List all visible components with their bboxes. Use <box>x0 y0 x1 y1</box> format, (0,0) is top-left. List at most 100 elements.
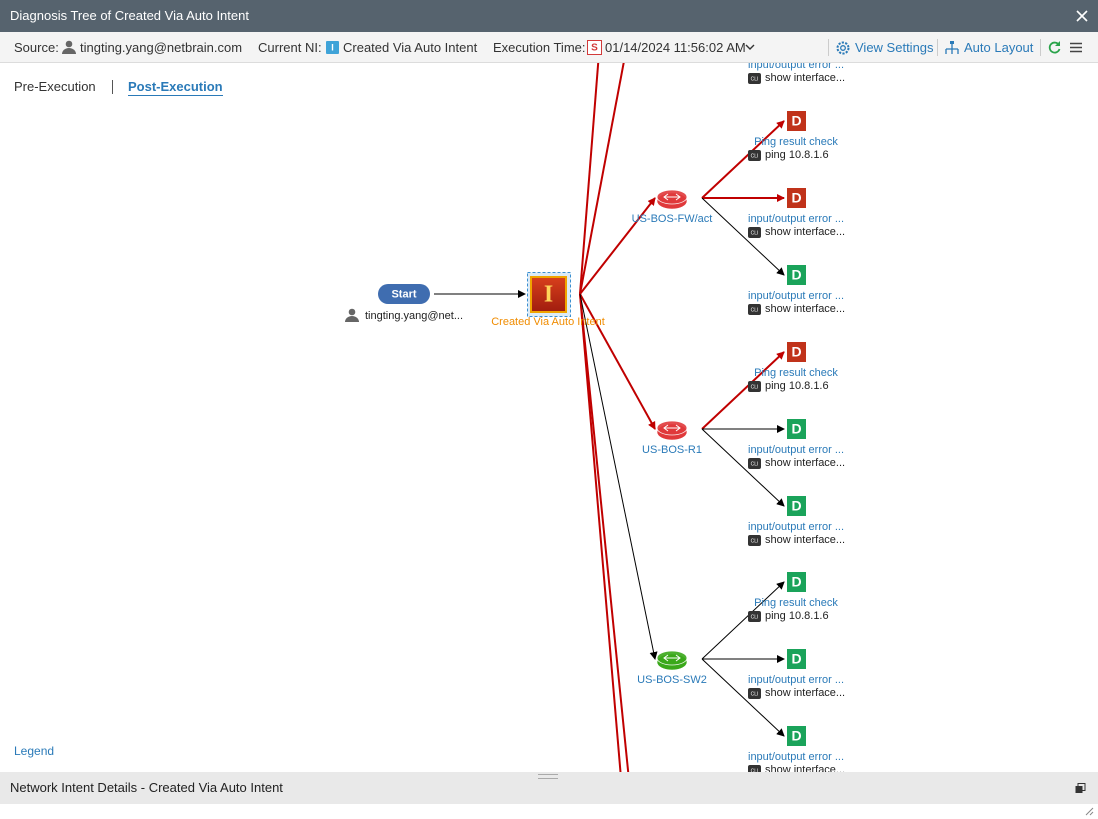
cli-badge-text: CLI <box>751 461 759 467</box>
cli-badge <box>748 535 761 546</box>
details-panel-bar: Network Intent Details - Created Via Aut… <box>0 772 1098 804</box>
cli-badge <box>748 381 761 392</box>
edge <box>579 63 600 295</box>
cli-badge <box>748 458 761 469</box>
leaf-label[interactable]: input/output error ... <box>748 290 844 302</box>
user-icon <box>62 40 76 54</box>
user-icon <box>345 316 359 322</box>
source-user: tingting.yang@netbrain.com <box>80 40 243 55</box>
window-resize[interactable] <box>1084 806 1094 816</box>
edge <box>701 658 785 737</box>
leaf-command: show interface... <box>765 764 845 772</box>
leaf-label[interactable]: input/output error ... <box>748 444 844 456</box>
cli-badge-text: CLI <box>751 538 759 544</box>
leaf-command: show interface... <box>765 226 845 238</box>
edge <box>701 428 785 507</box>
diagnosis-node[interactable] <box>787 342 806 362</box>
diagnosis-icon-letter: D <box>791 498 801 514</box>
legend-link[interactable]: Legend <box>14 744 55 758</box>
diagnosis-icon-letter: D <box>791 190 801 206</box>
details-title: Network Intent Details - Created Via Aut… <box>10 780 283 795</box>
layout-icon[interactable] <box>944 40 960 56</box>
edge <box>579 293 658 660</box>
diagnosis-icon-letter: D <box>791 574 801 590</box>
cli-badge-text: CLI <box>751 614 759 620</box>
leaf-command: show interface... <box>765 534 845 546</box>
device-arrows <box>663 424 681 432</box>
time-icon: S <box>587 40 602 55</box>
cli-badge-text: CLI <box>751 307 759 313</box>
cli-badge <box>748 304 761 315</box>
cli-badge <box>748 688 761 699</box>
leaf-label[interactable]: input/output error ... <box>748 751 844 763</box>
ni-name[interactable]: Created Via Auto Intent <box>343 40 478 55</box>
leaf-label[interactable]: Ping result check <box>754 367 838 379</box>
start-user: tingting.yang@net... <box>365 310 463 322</box>
cli-badge <box>748 73 761 84</box>
leaf-command: ping 10.8.1.6 <box>765 149 829 161</box>
intent-icon-letter: I <box>544 282 553 308</box>
intent-node[interactable] <box>530 276 567 313</box>
edge <box>701 351 785 430</box>
edge <box>579 293 656 430</box>
cli-badge <box>748 150 761 161</box>
separator <box>1040 39 1041 56</box>
source-label: Source: <box>14 40 59 55</box>
leaf-label[interactable]: input/output error ... <box>748 521 844 533</box>
leaf-label[interactable]: Ping result check <box>754 597 838 609</box>
diagnosis-node[interactable] <box>787 496 806 516</box>
device-arrows <box>663 654 681 662</box>
leaf-label[interactable]: input/output error ... <box>748 213 844 225</box>
start-node[interactable] <box>378 284 430 304</box>
edge <box>579 293 622 772</box>
device-arrows <box>663 193 681 201</box>
device-label[interactable]: US-BOS-FW/act <box>632 213 713 225</box>
cli-badge-text: CLI <box>751 76 759 82</box>
cli-badge-text: CLI <box>751 384 759 390</box>
device-label[interactable]: US-BOS-SW2 <box>637 674 707 686</box>
diagnosis-node[interactable] <box>787 572 806 592</box>
time-dropdown[interactable] <box>745 44 755 51</box>
tab-pre[interactable]: Pre-Execution <box>14 79 96 94</box>
resize-grip[interactable] <box>538 774 558 779</box>
diagnosis-icon-letter: D <box>791 113 801 129</box>
time-value[interactable]: 01/14/2024 11:56:02 AM <box>605 40 746 55</box>
cli-badge <box>748 765 761 772</box>
menu-icon[interactable] <box>1070 42 1082 53</box>
cli-badge <box>748 611 761 622</box>
device-label[interactable]: US-BOS-R1 <box>642 444 702 456</box>
diagnosis-node[interactable] <box>787 265 806 285</box>
leaf-command: show interface... <box>765 687 845 699</box>
separator <box>937 39 938 56</box>
diagnosis-node[interactable] <box>787 726 806 746</box>
cli-badge-text: CLI <box>751 153 759 159</box>
leaf-command: ping 10.8.1.6 <box>765 610 829 622</box>
ni-icon-letter: I <box>331 42 334 52</box>
cli-badge <box>748 227 761 238</box>
tab-separator <box>112 80 113 94</box>
view-settings[interactable]: View Settings <box>855 40 934 55</box>
auto-layout[interactable]: Auto Layout <box>964 40 1034 55</box>
leaf-command: show interface... <box>765 303 845 315</box>
edge <box>579 197 656 295</box>
restore-icon[interactable] <box>1075 783 1086 794</box>
leaf-label[interactable]: input/output error ... <box>748 63 844 71</box>
edge <box>701 581 785 660</box>
separator <box>828 39 829 56</box>
diagnosis-node[interactable] <box>787 111 806 131</box>
edge <box>579 63 625 295</box>
leaf-label[interactable]: Ping result check <box>754 136 838 148</box>
leaf-command: show interface... <box>765 457 845 469</box>
close-button[interactable] <box>1076 10 1088 22</box>
gear-icon[interactable] <box>835 40 851 56</box>
diagnosis-node[interactable] <box>787 188 806 208</box>
tab-post[interactable]: Post-Execution <box>128 79 223 96</box>
refresh-icon[interactable] <box>1047 40 1062 55</box>
leaf-label[interactable]: input/output error ... <box>748 674 844 686</box>
diagnosis-node[interactable] <box>787 419 806 439</box>
diagnosis-node[interactable] <box>787 649 806 669</box>
time-label: Execution Time: <box>493 40 586 55</box>
diagnosis-icon-letter: D <box>791 728 801 744</box>
diagram-canvas: Start tingting.yang@net... I Created Via Au… <box>345 63 845 772</box>
